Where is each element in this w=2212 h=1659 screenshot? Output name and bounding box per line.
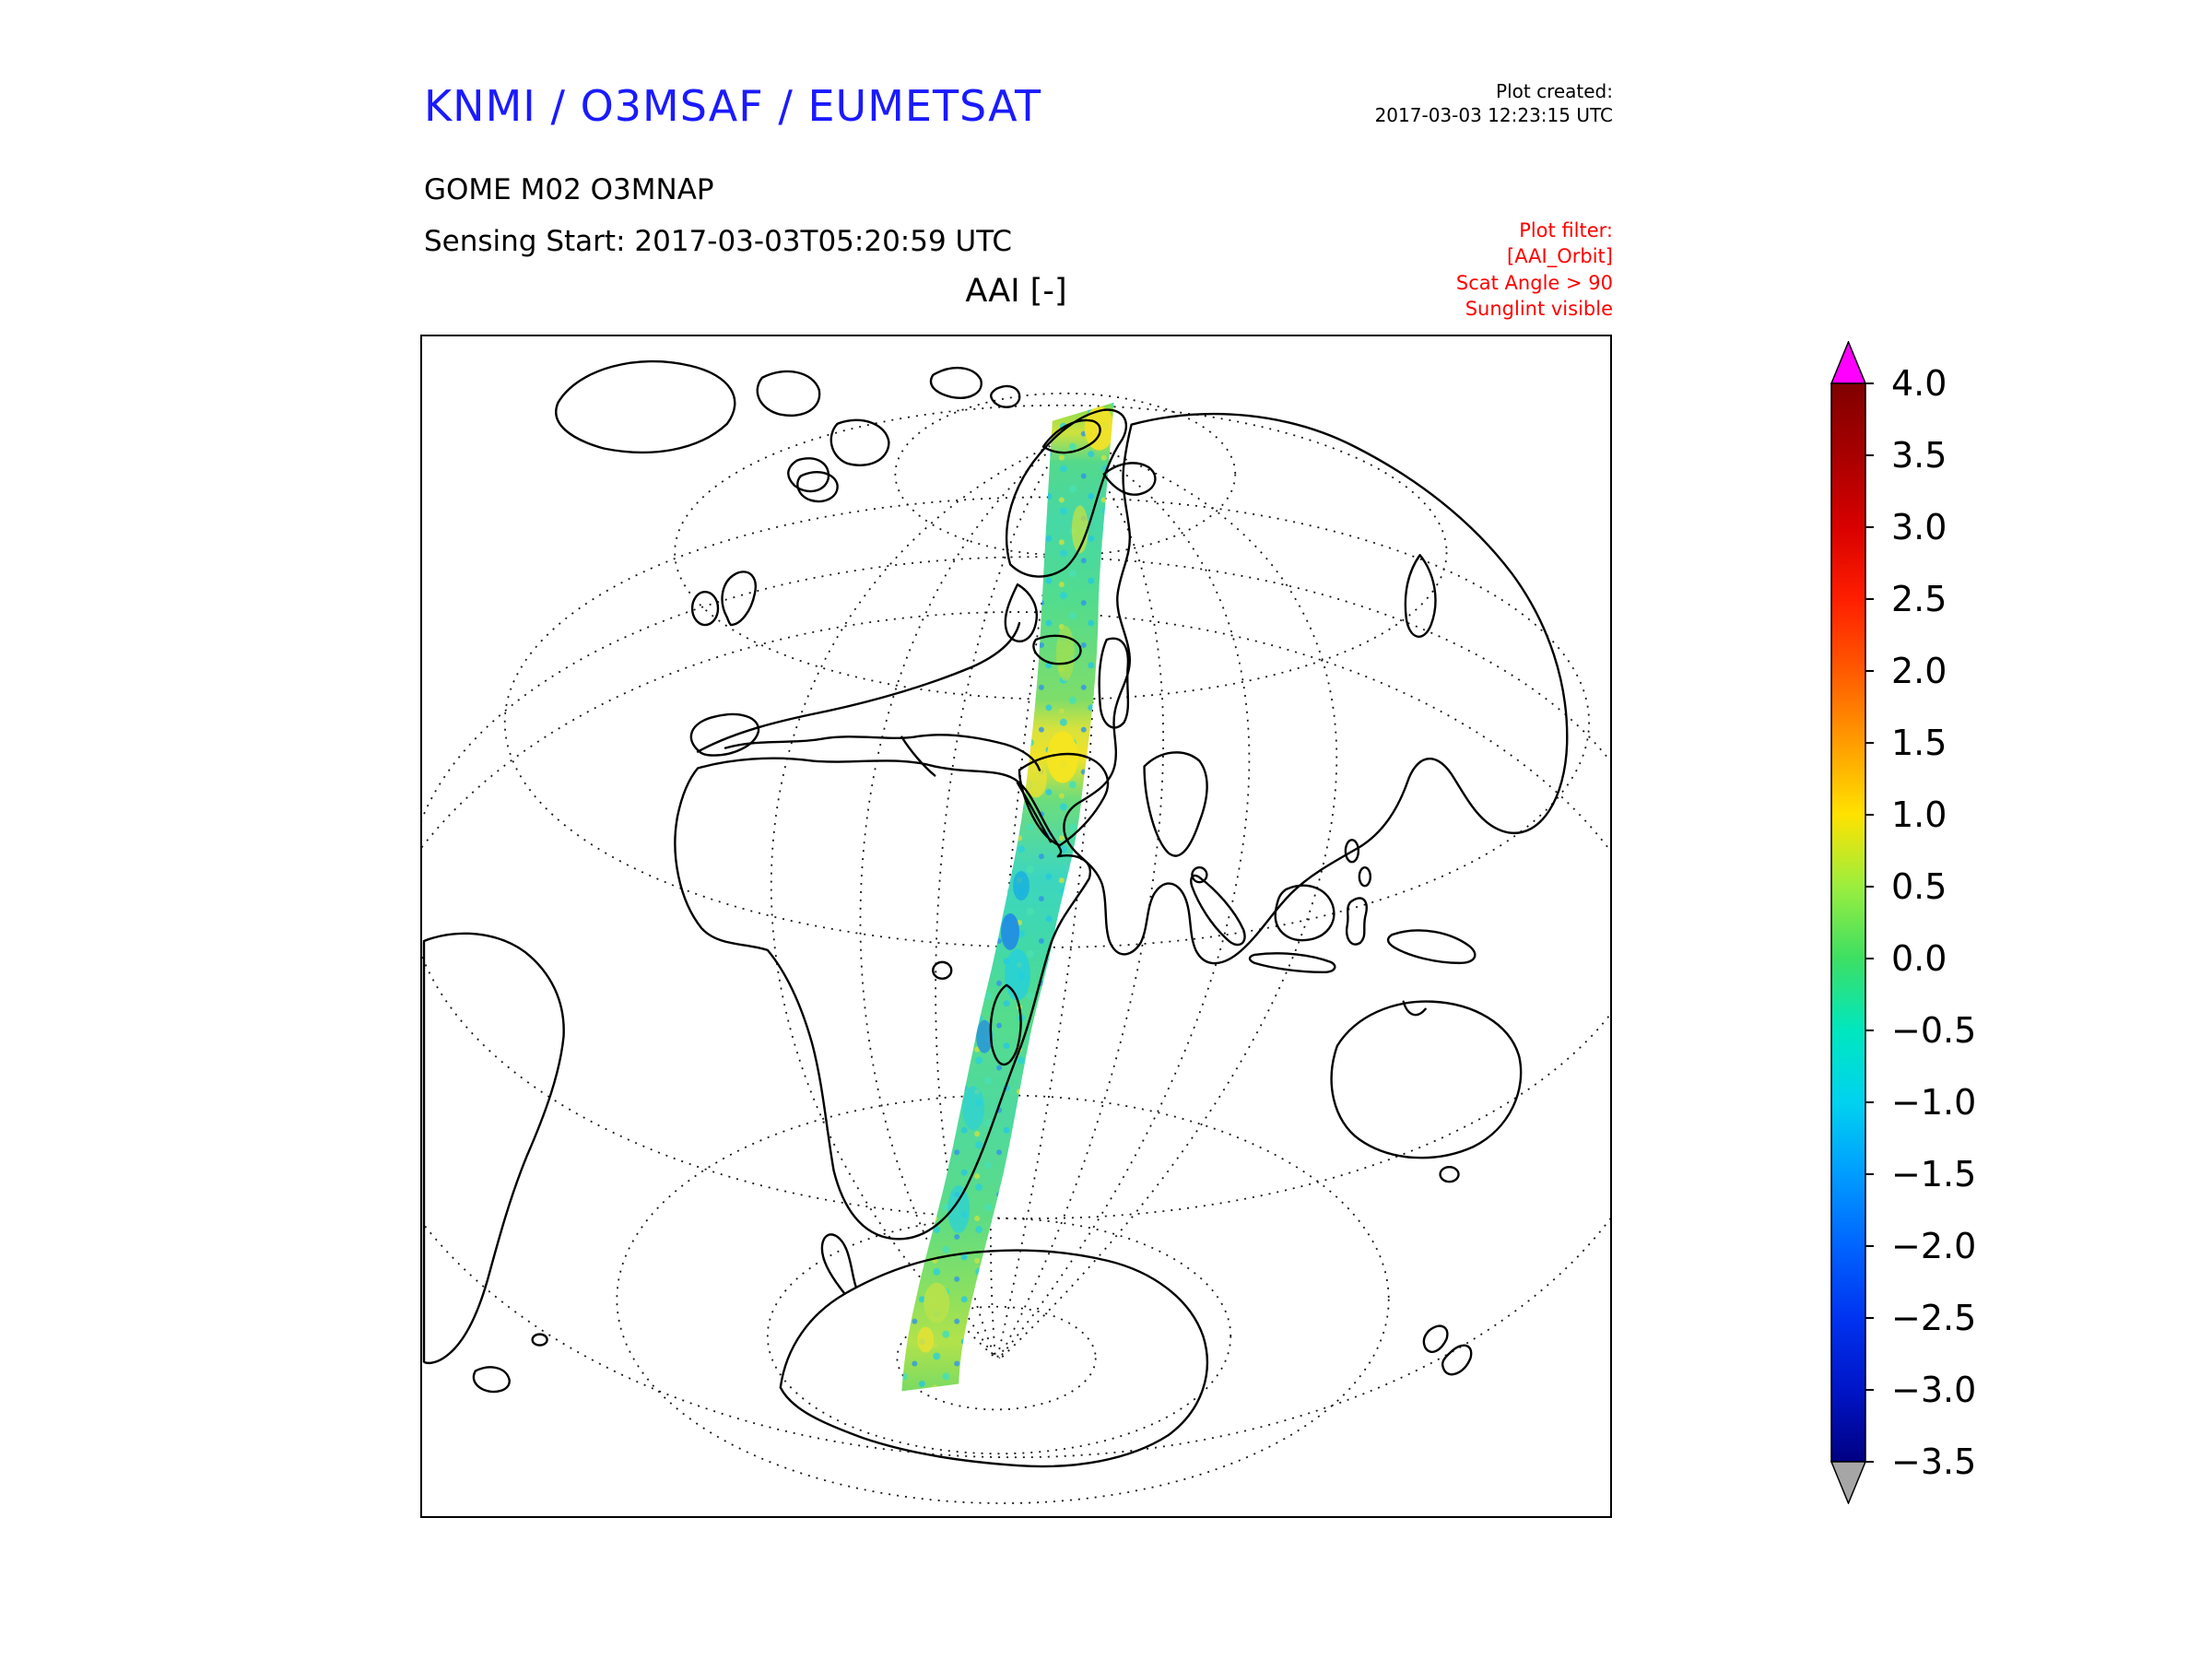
coast-sulawesi — [1346, 897, 1368, 946]
plot-filter-line: Scat Angle > 90 — [1455, 271, 1613, 294]
colorbar-tick-label: 2.0 — [1891, 651, 1947, 691]
map-title: AAI [-] — [965, 273, 1067, 310]
coast-new-zealand — [1441, 1344, 1473, 1376]
plot-filter-label: Plot filter: — [1519, 219, 1613, 241]
colorbar-tick-label: 1.5 — [1891, 722, 1947, 763]
page-title: KNMI / O3MSAF / EUMETSAT — [424, 81, 1042, 131]
colorbar-tick-label: −2.0 — [1891, 1226, 1977, 1266]
colorbar-tick-label: 0.5 — [1891, 866, 1947, 907]
coast-arctic-island — [756, 370, 821, 417]
coast-svalbard — [929, 366, 982, 399]
plot-created-value: 2017-03-03 12:23:15 UTC — [1374, 104, 1613, 126]
world-map — [422, 359, 1610, 1504]
coast-antarctic-peninsula — [820, 1233, 857, 1295]
coast-antarctica — [779, 1249, 1209, 1468]
gulf-of-carpentaria — [1402, 1000, 1427, 1017]
colorbar-tick-label: 3.5 — [1891, 435, 1947, 476]
plot-filter-block: Plot filter: [AAI_Orbit] Scat Angle > 90… — [1290, 218, 1613, 322]
coast-philippines — [1358, 866, 1372, 888]
colorbar-labels: 4.0 3.5 3.0 2.5 2.0 1.5 1.0 0.5 0.0 −0.5… — [1891, 363, 2048, 1482]
coast-ireland — [690, 590, 720, 627]
colorbar-under-arrow — [1830, 1461, 1867, 1504]
coast-greenland — [555, 359, 736, 454]
coast-sri-lanka — [1191, 866, 1208, 884]
map-panel — [420, 335, 1612, 1518]
coast-italy — [900, 735, 936, 777]
coast-falklands — [531, 1333, 548, 1347]
coast-white-sea — [1102, 462, 1157, 496]
coast-africa — [674, 757, 1092, 1241]
lake-victoria — [932, 960, 953, 981]
coast-arctic-island — [830, 418, 890, 466]
colorbar-tick-label: −1.5 — [1891, 1153, 1977, 1194]
colorbar-tick-label: 2.5 — [1891, 579, 1947, 619]
coast-australia — [1330, 1000, 1523, 1159]
caspian-sea — [1098, 637, 1130, 729]
coast-tasmania — [1439, 1165, 1460, 1183]
coast-british-isles — [721, 571, 757, 627]
coast-novaya-zemlya — [1041, 418, 1101, 454]
colorbar — [1830, 341, 1874, 1504]
colorbar-tick-label: 0.0 — [1891, 937, 1947, 979]
coast-iberia — [689, 712, 760, 757]
colorbar-tick-label: −1.0 — [1891, 1082, 1977, 1123]
colorbar-over-arrow — [1830, 341, 1867, 384]
coast-asia — [1063, 412, 1569, 965]
colorbar-tick-label: −3.5 — [1891, 1441, 1977, 1482]
plot-filter-line: Sunglint visible — [1465, 298, 1613, 321]
colorbar-tick-label: 3.0 — [1891, 506, 1947, 547]
colorbar-ticks — [1865, 382, 1874, 1463]
coast-iceland — [796, 471, 839, 503]
plot-created-label: Plot created: — [1496, 80, 1613, 102]
coast-sumatra — [1190, 874, 1246, 947]
coast-europe-mediterranean — [724, 734, 1041, 771]
sensing-start-line: Sensing Start: 2017-03-03T05:20:59 UTC — [424, 225, 1012, 258]
coast-tierra-del-fuego — [472, 1366, 511, 1394]
coast-south-america — [422, 932, 565, 1365]
coast-borneo — [1274, 884, 1335, 942]
colorbar-tick-label: 1.0 — [1891, 794, 1947, 835]
colorbar-tick-label: 4.0 — [1891, 363, 1947, 404]
colorbar-tick-label: −0.5 — [1891, 1010, 1977, 1051]
coast-philippines — [1344, 839, 1360, 864]
coast-madagascar — [989, 983, 1022, 1065]
baltic-sea — [1004, 582, 1038, 643]
coastlines — [422, 359, 1569, 1468]
coast-india — [1143, 751, 1208, 857]
plot-created-block: Plot created: 2017-03-03 12:23:15 UTC — [1290, 79, 1613, 127]
coast-arctic-island — [787, 457, 830, 493]
coast-new-guinea — [1386, 929, 1477, 965]
colorbar-gradient — [1830, 382, 1866, 1463]
coast-new-zealand — [1422, 1324, 1449, 1353]
coast-svalbard — [990, 384, 1021, 408]
coast-arabia — [1018, 752, 1110, 847]
coast-europe-atlantic — [696, 621, 1021, 753]
product-line: GOME M02 O3MNAP — [424, 173, 714, 206]
colorbar-tick-label: −2.5 — [1891, 1298, 1977, 1338]
plot-filter-line: [AAI_Orbit] — [1507, 245, 1613, 268]
black-sea — [1032, 634, 1082, 665]
colorbar-tick-label: −3.0 — [1891, 1369, 1977, 1410]
coast-scandinavia — [1005, 408, 1128, 578]
coast-japan — [1404, 554, 1437, 638]
coast-java — [1248, 952, 1336, 974]
